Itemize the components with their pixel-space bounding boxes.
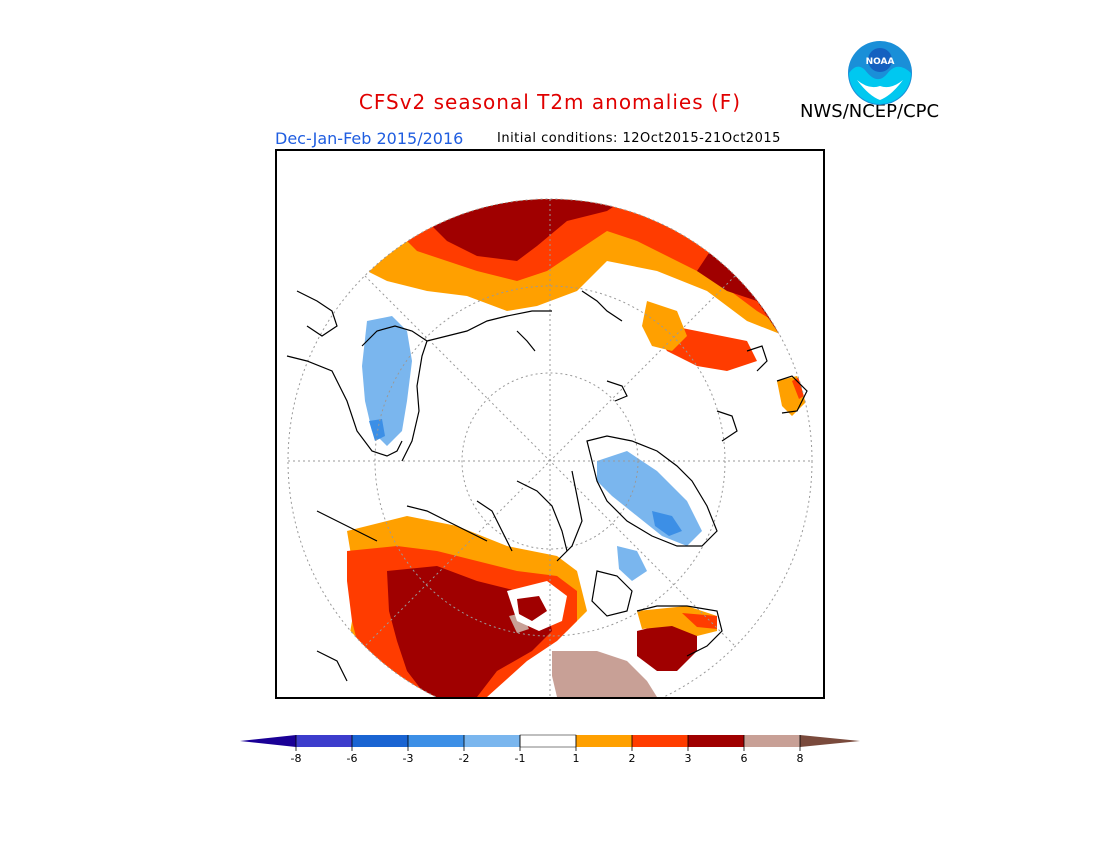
legend-tick-label: 2 bbox=[628, 752, 636, 765]
chart-title: CFSv2 seasonal T2m anomalies (F) bbox=[358, 90, 742, 114]
noaa-logo-text: NOAA bbox=[866, 57, 895, 67]
greenland-blue-dark bbox=[652, 511, 682, 536]
china-orange bbox=[642, 301, 687, 351]
initial-conditions-label: Initial conditions: 12Oct2015-21Oct2015 bbox=[497, 131, 781, 146]
legend-tick-label: -2 bbox=[458, 752, 470, 765]
legend-p1-p2 bbox=[576, 735, 632, 747]
legend-tick-label: 1 bbox=[572, 752, 580, 765]
canada-arctic-blue bbox=[617, 546, 647, 581]
legend-tick-label: -8 bbox=[290, 752, 302, 765]
legend-m1-p1 bbox=[519, 734, 577, 748]
na-red-east bbox=[682, 613, 717, 629]
legend-tick-label: 8 bbox=[796, 752, 804, 765]
legend-m8-m6 bbox=[296, 735, 352, 747]
color-legend bbox=[240, 734, 860, 751]
legend-p2-p3 bbox=[632, 735, 688, 747]
legend-above-p8 bbox=[800, 735, 860, 747]
europe-blue bbox=[362, 316, 412, 446]
legend-m6-m3 bbox=[352, 735, 408, 747]
legend-tick-label: 3 bbox=[684, 752, 692, 765]
legend-below-m8 bbox=[240, 735, 296, 747]
graticule bbox=[287, 198, 813, 697]
na-orange-east bbox=[637, 606, 717, 636]
legend-tick-label: -6 bbox=[346, 752, 358, 765]
hudson-darkred bbox=[517, 596, 547, 621]
agency-label: NWS/NCEP/CPC bbox=[800, 101, 940, 122]
season-label: Dec-Jan-Feb 2015/2016 bbox=[275, 129, 464, 148]
legend-tick-label: 6 bbox=[740, 752, 748, 765]
europe-blue-dark bbox=[369, 419, 385, 441]
na-pink-south bbox=[552, 651, 657, 697]
eurasia-darkred-siberia bbox=[417, 199, 637, 261]
na-darkred-east bbox=[637, 621, 697, 671]
polar-map bbox=[275, 149, 825, 699]
noaa-logo: NOAA bbox=[848, 41, 912, 105]
legend-m2-m1 bbox=[464, 735, 520, 747]
polar-map-svg bbox=[286, 198, 813, 697]
coastlines bbox=[286, 290, 808, 682]
legend-tick-label: -3 bbox=[402, 752, 414, 765]
legend-p3-p6 bbox=[688, 735, 744, 747]
legend-tick-label: -1 bbox=[514, 752, 526, 765]
legend-ticks bbox=[295, 735, 801, 751]
legend-p6-p8 bbox=[744, 735, 800, 747]
legend-m3-m2 bbox=[408, 735, 464, 747]
